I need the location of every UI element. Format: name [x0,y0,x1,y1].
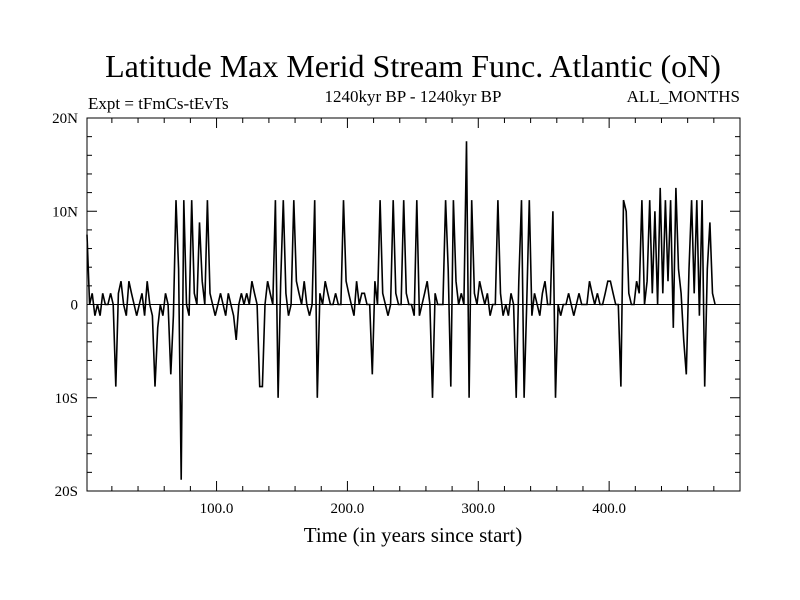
x-tick-label: 200.0 [331,501,365,517]
experiment-label: Expt = tFmCs-tEvTs [88,94,229,113]
plot-frame [86,117,741,492]
y-tick-label: 10N [52,204,78,220]
y-tick-label: 20N [52,111,78,127]
x-axis-label: Time (in years since start) [304,523,523,547]
y-tick-label: 10S [55,391,78,407]
x-tick-label: 300.0 [461,501,495,517]
months-label: ALL_MONTHS [627,87,740,106]
x-tick-label: 100.0 [200,501,234,517]
period-label: 1240kyr BP - 1240kyr BP [325,87,502,106]
series-line [86,141,716,480]
x-tick-label: 400.0 [592,501,626,517]
chart-title: Latitude Max Merid Stream Func. Atlantic… [105,48,721,84]
y-tick-label: 0 [71,298,79,314]
y-tick-label: 20S [55,484,78,500]
